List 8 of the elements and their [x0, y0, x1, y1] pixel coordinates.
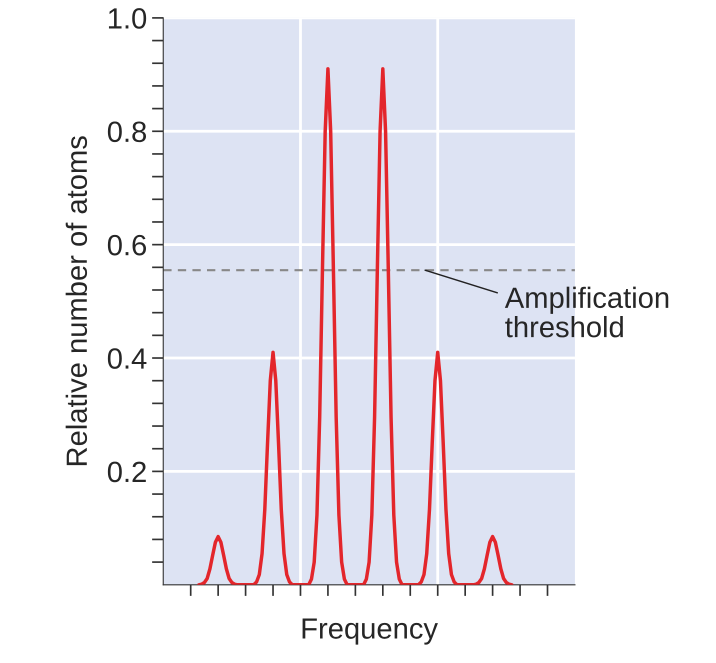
- y-tick-label: 0.2: [108, 462, 146, 482]
- ref-line-label: Amplification threshold: [504, 286, 668, 338]
- y-tick-label: 0.4: [108, 348, 146, 369]
- x-axis-title: Frequency: [302, 618, 438, 645]
- y-tick-label: 1.0: [108, 8, 146, 29]
- y-tick-label: 0.8: [108, 121, 146, 142]
- y-tick-label: 0.6: [108, 234, 146, 256]
- y-axis-title: Relative number of atoms: [66, 136, 88, 466]
